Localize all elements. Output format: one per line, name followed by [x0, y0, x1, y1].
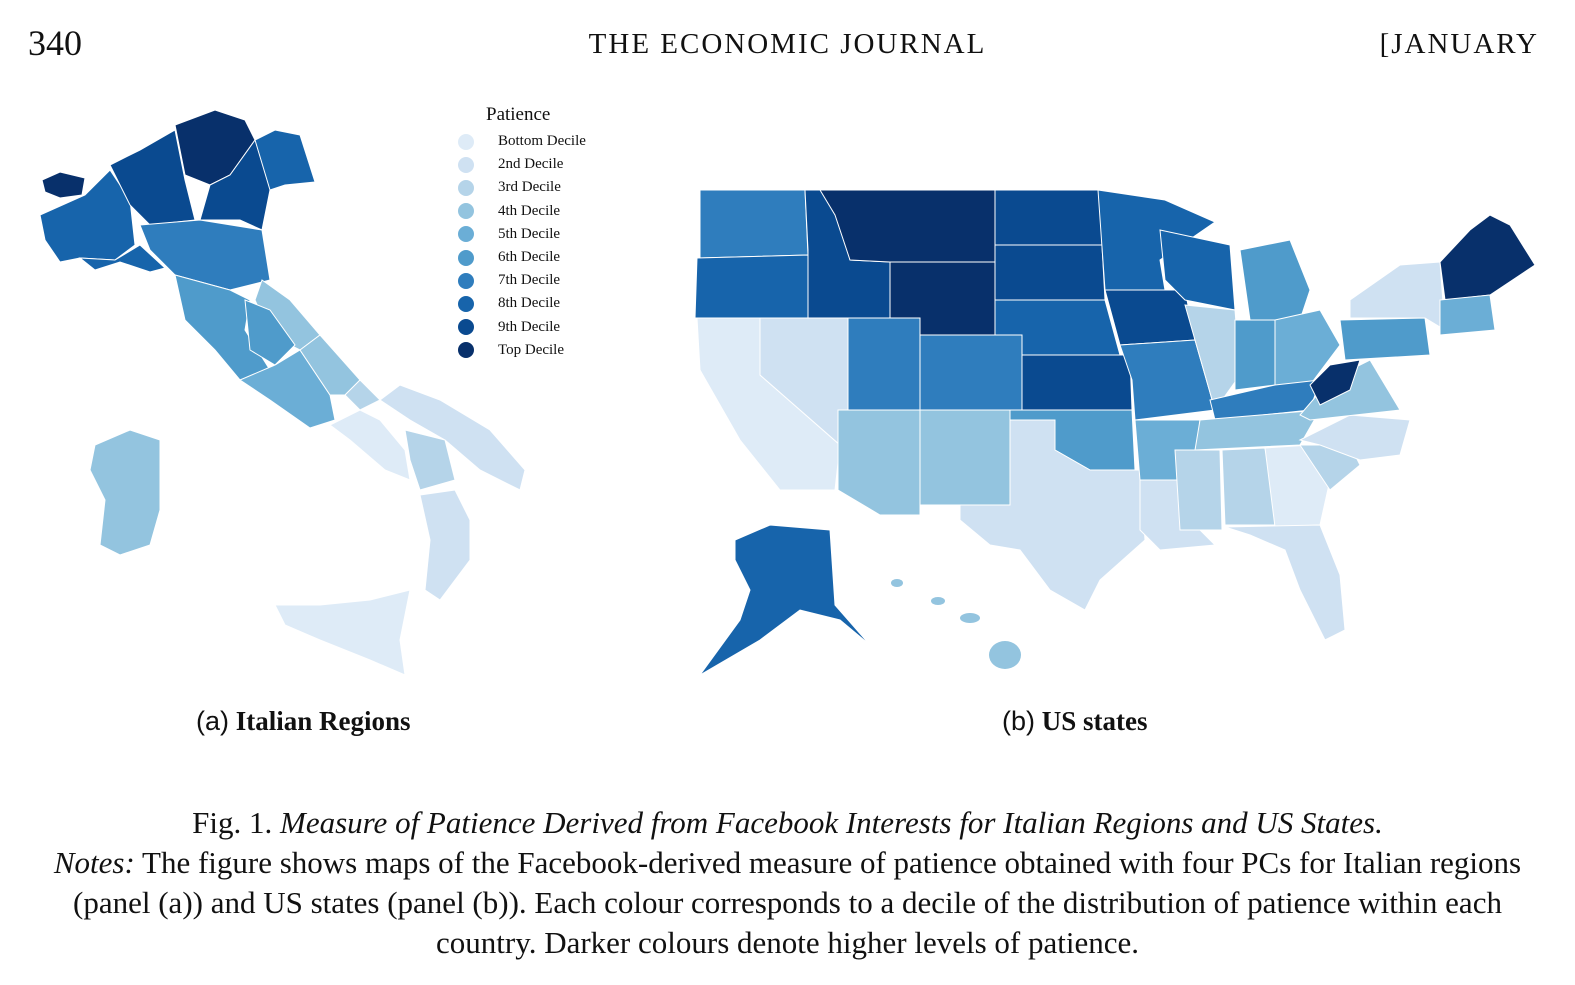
region-shape — [419, 489, 471, 601]
legend-item: 9th Decile — [458, 316, 586, 339]
region-shape — [960, 613, 980, 623]
region-shape — [994, 244, 1106, 301]
region-shape — [931, 597, 945, 605]
legend-item: 3rd Decile — [458, 176, 586, 199]
legend-swatch — [458, 272, 474, 289]
legend-item: Bottom Decile — [458, 130, 586, 153]
legend-swatch — [458, 133, 474, 150]
legend-item: 2nd Decile — [458, 153, 586, 176]
region-shape — [1021, 354, 1133, 411]
choropleth-maps — [39, 109, 1536, 676]
legend-title: Patience — [486, 104, 551, 125]
region-shape — [1104, 289, 1196, 346]
issue-month: [JANUARY — [1379, 28, 1539, 60]
figure-title: Measure of Patience Derived from Faceboo… — [280, 805, 1383, 840]
region-shape — [919, 409, 1011, 506]
panel-b-caption: (b) US states — [1002, 706, 1148, 737]
legend-item: 7th Decile — [458, 269, 586, 292]
legend-item: 8th Decile — [458, 292, 586, 315]
legend-swatch — [458, 156, 474, 173]
region-shape — [1274, 309, 1341, 386]
region-shape — [244, 299, 296, 366]
legend-swatch — [458, 203, 474, 220]
legend-label: Bottom Decile — [498, 133, 586, 150]
legend-label: 2nd Decile — [498, 156, 564, 173]
legend-swatch — [458, 319, 474, 336]
panel-a-label: (a) — [196, 706, 229, 736]
us-map — [694, 189, 1536, 676]
region-shape — [379, 384, 526, 491]
legend-swatch — [458, 342, 474, 359]
panel-b-label: (b) — [1002, 706, 1035, 736]
figure-number: Fig. 1. — [192, 805, 273, 840]
region-shape — [78, 244, 167, 273]
region-shape — [699, 189, 809, 259]
legend-label: 5th Decile — [498, 225, 561, 242]
region-shape — [109, 129, 196, 226]
region-shape — [699, 524, 871, 676]
panel-b-title: US states — [1041, 706, 1148, 736]
region-shape — [238, 349, 336, 429]
region-shape — [329, 409, 411, 481]
region-shape — [1224, 524, 1346, 641]
region-shape — [1439, 294, 1496, 336]
region-shape — [404, 429, 456, 491]
region-shape — [959, 419, 1146, 611]
panel-a-title: Italian Regions — [235, 706, 411, 736]
region-shape — [891, 579, 903, 587]
notes-text: The figure shows maps of the Facebook-de… — [73, 845, 1522, 960]
region-shape — [847, 317, 921, 411]
legend-item: 6th Decile — [458, 246, 586, 269]
region-shape — [139, 219, 271, 291]
region-shape — [1239, 239, 1311, 321]
italy-map — [39, 109, 526, 676]
legend-swatch — [458, 179, 474, 196]
legend-swatch — [458, 226, 474, 243]
region-shape — [1174, 449, 1223, 531]
region-shape — [274, 589, 411, 676]
region-shape — [1309, 359, 1361, 406]
region-shape — [1339, 317, 1431, 361]
region-shape — [89, 429, 161, 556]
legend: Patience Bottom Decile 2nd Decile 3rd Deci… — [458, 104, 586, 362]
region-shape — [1439, 214, 1536, 301]
region-shape — [39, 169, 136, 263]
region-shape — [41, 171, 86, 199]
legend-label: 4th Decile — [498, 202, 561, 219]
panel-a-caption: (a) Italian Regions — [196, 706, 411, 737]
figure-caption: Fig. 1. Measure of Patience Derived from… — [20, 803, 1555, 963]
legend-label: 6th Decile — [498, 249, 561, 266]
page-number: 340 — [28, 23, 82, 63]
notes-label: Notes: — [53, 845, 135, 880]
legend-item: Top Decile — [458, 339, 586, 362]
legend-swatch — [458, 295, 474, 312]
running-head: THE ECONOMIC JOURNAL — [588, 28, 987, 60]
legend-label: 9th Decile — [498, 318, 561, 335]
region-shape — [989, 641, 1021, 669]
region-shape — [919, 334, 1023, 411]
region-shape — [1234, 319, 1276, 391]
region-shape — [1184, 304, 1241, 412]
region-shape — [994, 189, 1103, 246]
legend-label: 8th Decile — [498, 295, 561, 312]
legend-swatch — [458, 249, 474, 266]
legend-label: 3rd Decile — [498, 179, 561, 196]
region-shape — [837, 409, 921, 516]
legend-item: 4th Decile — [458, 200, 586, 223]
legend-label: 7th Decile — [498, 272, 561, 289]
region-shape — [694, 254, 809, 319]
region-shape — [1159, 229, 1236, 311]
region-shape — [1119, 339, 1216, 421]
region-shape — [254, 129, 316, 191]
legend-label: Top Decile — [498, 341, 565, 358]
legend-item: 5th Decile — [458, 223, 586, 246]
